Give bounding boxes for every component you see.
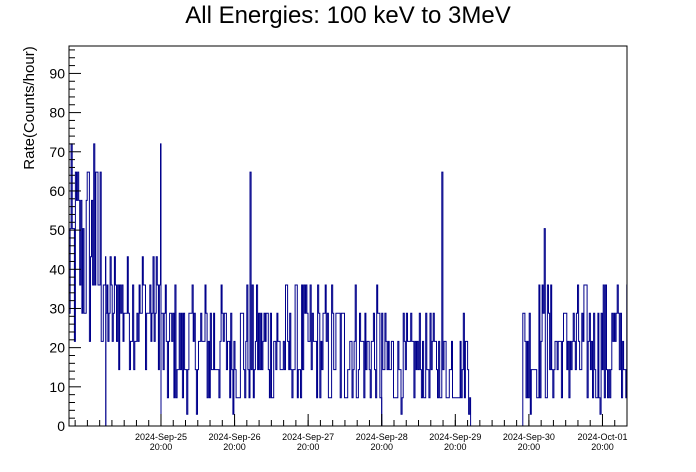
axis-layer: 01020304050607080902024-Sep-2520:002024-…	[49, 49, 628, 452]
x-tick-time: 20:00	[518, 442, 541, 452]
x-tick-time: 20:00	[591, 442, 614, 452]
series-segment	[68, 143, 107, 426]
x-tick-time: 20:00	[444, 442, 467, 452]
x-tick-date: 2024-Sep-25	[135, 432, 187, 442]
y-tick-label: 30	[49, 300, 65, 316]
series-segment	[160, 171, 383, 426]
series-layer	[68, 143, 628, 426]
y-tick-label: 40	[49, 261, 65, 277]
x-tick-time: 20:00	[223, 442, 246, 452]
x-tick-date: 2024-Sep-28	[356, 432, 408, 442]
x-tick-date: 2024-Sep-30	[503, 432, 555, 442]
x-tick-date: 2024-Sep-27	[282, 432, 334, 442]
y-tick-label: 60	[49, 183, 65, 199]
x-tick-time: 20:00	[370, 442, 393, 452]
x-tick-time: 20:00	[150, 442, 173, 452]
series-segment	[522, 228, 628, 426]
y-tick-label: 0	[57, 418, 65, 434]
series-segment	[105, 143, 162, 426]
plot-frame	[68, 45, 628, 427]
chart-title: All Energies: 100 keV to 3MeV	[185, 2, 511, 29]
x-tick-date: 2024-Oct-01	[577, 432, 627, 442]
y-tick-label: 50	[49, 222, 65, 238]
y-tick-label: 70	[49, 144, 65, 160]
series-segment	[381, 171, 472, 426]
x-tick-time: 20:00	[297, 442, 320, 452]
y-axis-label: Rate(Counts/hour)	[21, 46, 38, 169]
y-tick-label: 10	[49, 379, 65, 395]
y-tick-label: 90	[49, 65, 65, 81]
x-tick-date: 2024-Sep-29	[429, 432, 481, 442]
y-tick-label: 20	[49, 340, 65, 356]
y-tick-label: 80	[49, 105, 65, 121]
x-tick-date: 2024-Sep-26	[209, 432, 261, 442]
